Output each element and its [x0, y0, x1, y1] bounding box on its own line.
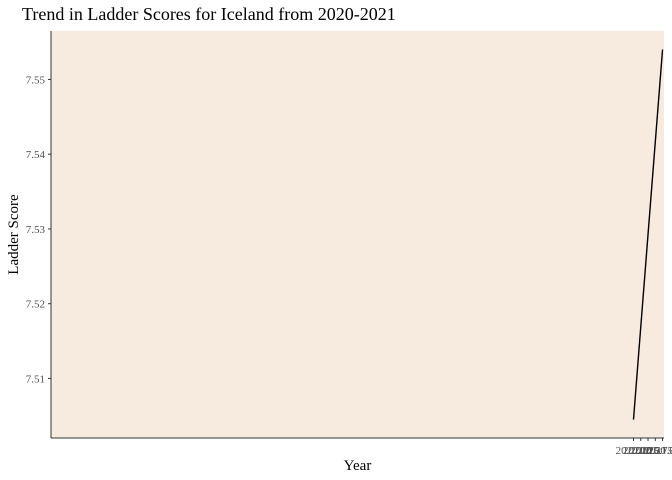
plot-panel [51, 31, 664, 438]
y-axis-title: Ladder Score [6, 194, 22, 275]
series-layer [632, 49, 664, 420]
y-tick-label: 7.55 [26, 74, 46, 86]
x-tick-label: 2020.00 [616, 445, 652, 457]
y-tick-label: 7.53 [26, 224, 46, 236]
y-tick-label: 7.52 [26, 299, 45, 311]
y-tick-label: 7.54 [26, 149, 46, 161]
chart-title: Trend in Ladder Scores for Iceland from … [22, 4, 396, 24]
x-tick-label: 2020.75 [637, 445, 672, 457]
y-axis: 7.51 7.52 7.53 7.54 7.55 [26, 74, 51, 385]
x-axis-title: Year [344, 458, 372, 474]
series-line [632, 49, 664, 420]
x-tick-label: 2021.00 [645, 445, 672, 457]
y-tick-label: 7.51 [26, 373, 45, 385]
x-tick-label: 2020.25 [623, 445, 659, 457]
x-tick-label: 2020.50 [630, 445, 666, 457]
